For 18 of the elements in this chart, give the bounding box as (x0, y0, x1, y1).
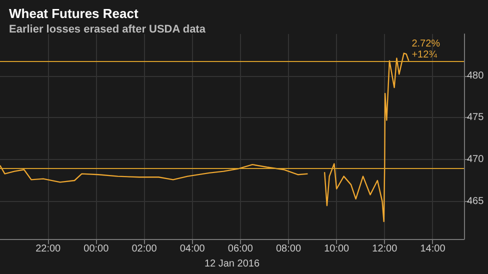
annotation: 2.72% (412, 38, 440, 50)
chart-subtitle: Earlier losses erased after USDA data (9, 24, 206, 36)
x-tick-label: 14:00 (420, 244, 446, 255)
x-tick-label: 04:00 (180, 244, 206, 255)
y-tick-label: 470 (467, 154, 484, 166)
chart-title: Wheat Futures React (9, 6, 139, 21)
x-tick-label: 08:00 (276, 244, 302, 255)
x-tick-label: 06:00 (228, 244, 254, 255)
x-tick-label: 00:00 (84, 244, 110, 255)
x-tick-label: 02:00 (132, 244, 158, 255)
x-tick-label: 10:00 (324, 244, 350, 255)
x-tick-label: 12:00 (372, 244, 398, 255)
y-tick-label: 465 (467, 196, 484, 207)
y-tick-label: 480 (467, 70, 484, 82)
x-axis-title: 12 Jan 2016 (204, 258, 260, 270)
y-tick-label: 475 (467, 112, 484, 124)
annotation: +12¾ (412, 50, 438, 61)
x-tick-label: 22:00 (36, 244, 62, 255)
